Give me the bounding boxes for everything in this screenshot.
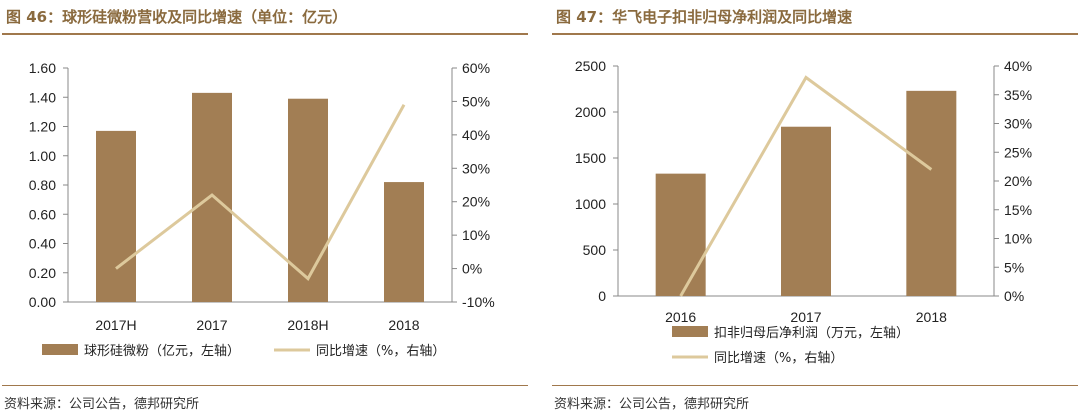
x-axis-tick-label: 2018 (916, 309, 947, 325)
left-axis-tick-label: 2500 (575, 58, 606, 74)
left-axis-tick-label: 0.20 (29, 265, 56, 281)
legend-label: 扣非归母后净利润（万元，左轴） (714, 326, 909, 341)
legend-label: 同比增速（%，右轴） (714, 351, 843, 366)
left-axis-tick-label: 1.00 (29, 148, 56, 164)
bar (192, 92, 232, 302)
x-axis-tick-label: 2017 (790, 309, 821, 325)
right-axis-tick-label: 10% (462, 227, 490, 243)
title-divider (2, 33, 528, 35)
bar (655, 173, 706, 296)
right-axis-tick-label: 10% (1004, 231, 1032, 247)
right-axis-tick-label: 0% (1004, 288, 1024, 304)
x-axis-tick-label: 2018H (287, 317, 328, 333)
right-axis-tick-label: 50% (462, 93, 490, 109)
x-axis-tick-label: 2016 (665, 309, 696, 325)
right-axis-tick-label: 20% (462, 194, 490, 210)
x-axis-tick-label: 2017 (196, 317, 227, 333)
bar (906, 90, 957, 296)
left-axis-tick-label: 0.00 (29, 294, 56, 310)
left-axis-tick-label: 1.20 (29, 119, 56, 135)
right-axis-tick-label: 40% (1004, 58, 1032, 74)
chart-panel-right: 图 47：华飞电子扣非归母净利润及同比增速 0 500 1000 1500 2000 25… (552, 0, 1078, 417)
bottom-divider (552, 385, 1078, 386)
left-axis-tick-label: 0.80 (29, 177, 56, 193)
bar (384, 182, 424, 302)
source-note: 资料来源：公司公告，德邦研究所 (554, 397, 750, 412)
x-axis-tick-label: 2018 (388, 317, 419, 333)
right-axis-tick-label: 60% (462, 60, 490, 76)
chart-svg: 0.00 0.20 0.40 0.60 0.80 1.00 1.20 1.40 1.60 -10%… (29, 60, 495, 359)
left-axis-tick-label: 0.60 (29, 206, 56, 222)
right-axis-tick-label: 30% (462, 160, 490, 176)
legend-swatch-bar (42, 344, 78, 355)
bar (288, 98, 328, 303)
right-axis-tick-label: 25% (1004, 144, 1032, 160)
chart-panel-left: 图 46：球形硅微粉营收及同比增速（单位：亿元） 0.00 0.20 0.40 0.6… (2, 0, 528, 417)
left-axis-tick-label: 0.40 (29, 236, 56, 252)
bar (96, 130, 136, 302)
right-axis-tick-label: 20% (1004, 173, 1032, 189)
legend-swatch-bar (672, 326, 708, 337)
right-axis-tick-label: 40% (462, 127, 490, 143)
left-axis-tick-label: 500 (583, 242, 607, 258)
source-note: 资料来源：公司公告，德邦研究所 (4, 397, 200, 412)
left-axis-tick-label: 1.40 (29, 89, 56, 105)
right-axis-tick-label: 15% (1004, 202, 1032, 218)
legend-label: 球形硅微粉（亿元，左轴） (84, 344, 240, 359)
right-axis-tick-label: 30% (1004, 116, 1032, 132)
title-divider (552, 33, 1078, 35)
left-axis-tick-label: 1.60 (29, 60, 56, 76)
right-axis-tick-label: -10% (462, 294, 495, 310)
chart-title: 图 47：华飞电子扣非归母净利润及同比增速 (556, 8, 853, 26)
left-axis-tick-label: 0 (598, 288, 606, 304)
left-axis-tick-label: 1000 (575, 196, 606, 212)
chart-title: 图 46：球形硅微粉营收及同比增速（单位：亿元） (6, 8, 348, 26)
chart-svg: 0 500 1000 1500 2000 2500 0% 5% 10% 15% 20% 25% 30% 3… (575, 58, 1032, 366)
left-axis-tick-label: 1500 (575, 150, 606, 166)
x-axis-tick-label: 2017H (95, 317, 136, 333)
right-axis-tick-label: 0% (462, 261, 482, 277)
left-axis-tick-label: 2000 (575, 104, 606, 120)
right-axis-tick-label: 5% (1004, 259, 1024, 275)
line-series (115, 104, 406, 281)
legend-label: 同比增速（%，右轴） (316, 344, 445, 359)
bar (781, 126, 831, 296)
bottom-divider (2, 385, 528, 386)
right-axis-tick-label: 35% (1004, 87, 1032, 103)
